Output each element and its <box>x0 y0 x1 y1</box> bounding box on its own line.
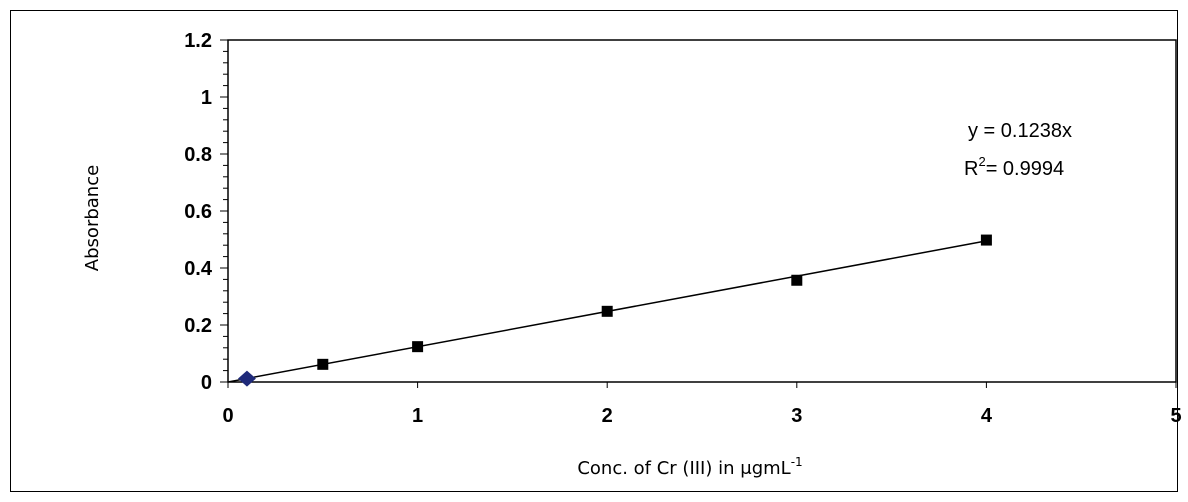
y-tick-label: 0.4 <box>184 258 213 280</box>
y-tick-label: 0.6 <box>184 201 212 223</box>
r-squared-value: = 0.9994 <box>986 158 1064 180</box>
data-point-square <box>412 341 424 353</box>
data-point-diamond <box>237 370 256 387</box>
x-tick-label: 4 <box>981 405 993 427</box>
data-point-square <box>601 305 613 317</box>
x-tick-label: 0 <box>222 405 233 427</box>
x-tick-label: 1 <box>412 405 423 427</box>
r-squared-superscript: 2 <box>978 154 985 169</box>
x-tick-label: 2 <box>602 405 613 427</box>
y-axis-title: Absorbance <box>82 165 103 271</box>
plot-area <box>227 39 1177 383</box>
trendline-equation: y = 0.1238x <box>968 120 1072 142</box>
y-tick-label: 0 <box>201 372 212 394</box>
y-tick-label: 1.2 <box>184 30 212 52</box>
data-markers <box>237 234 992 387</box>
x-axis-title: Conc. of Cr (III) in μgmL-1 <box>577 455 802 479</box>
x-tick-label: 3 <box>791 405 802 427</box>
x-axis-title-superscript: -1 <box>791 455 803 469</box>
y-tick-label: 1 <box>201 87 212 109</box>
data-point-square <box>317 358 329 370</box>
x-axis: 0 1 2 3 4 5 <box>222 382 1182 427</box>
data-point-square <box>980 234 992 246</box>
x-axis-title-main: Conc. of Cr (III) in μgmL <box>577 458 790 479</box>
y-tick-label: 0.8 <box>184 144 212 166</box>
x-tick-label: 5 <box>1170 405 1181 427</box>
r-squared-label: R2= 0.9994 <box>964 154 1064 180</box>
y-axis: 0 0.2 0.4 0.6 0.8 1 1.2 <box>184 30 228 394</box>
r-squared-letter: R <box>964 158 978 180</box>
y-tick-label: 0.2 <box>184 315 212 337</box>
data-point-square <box>791 274 803 286</box>
